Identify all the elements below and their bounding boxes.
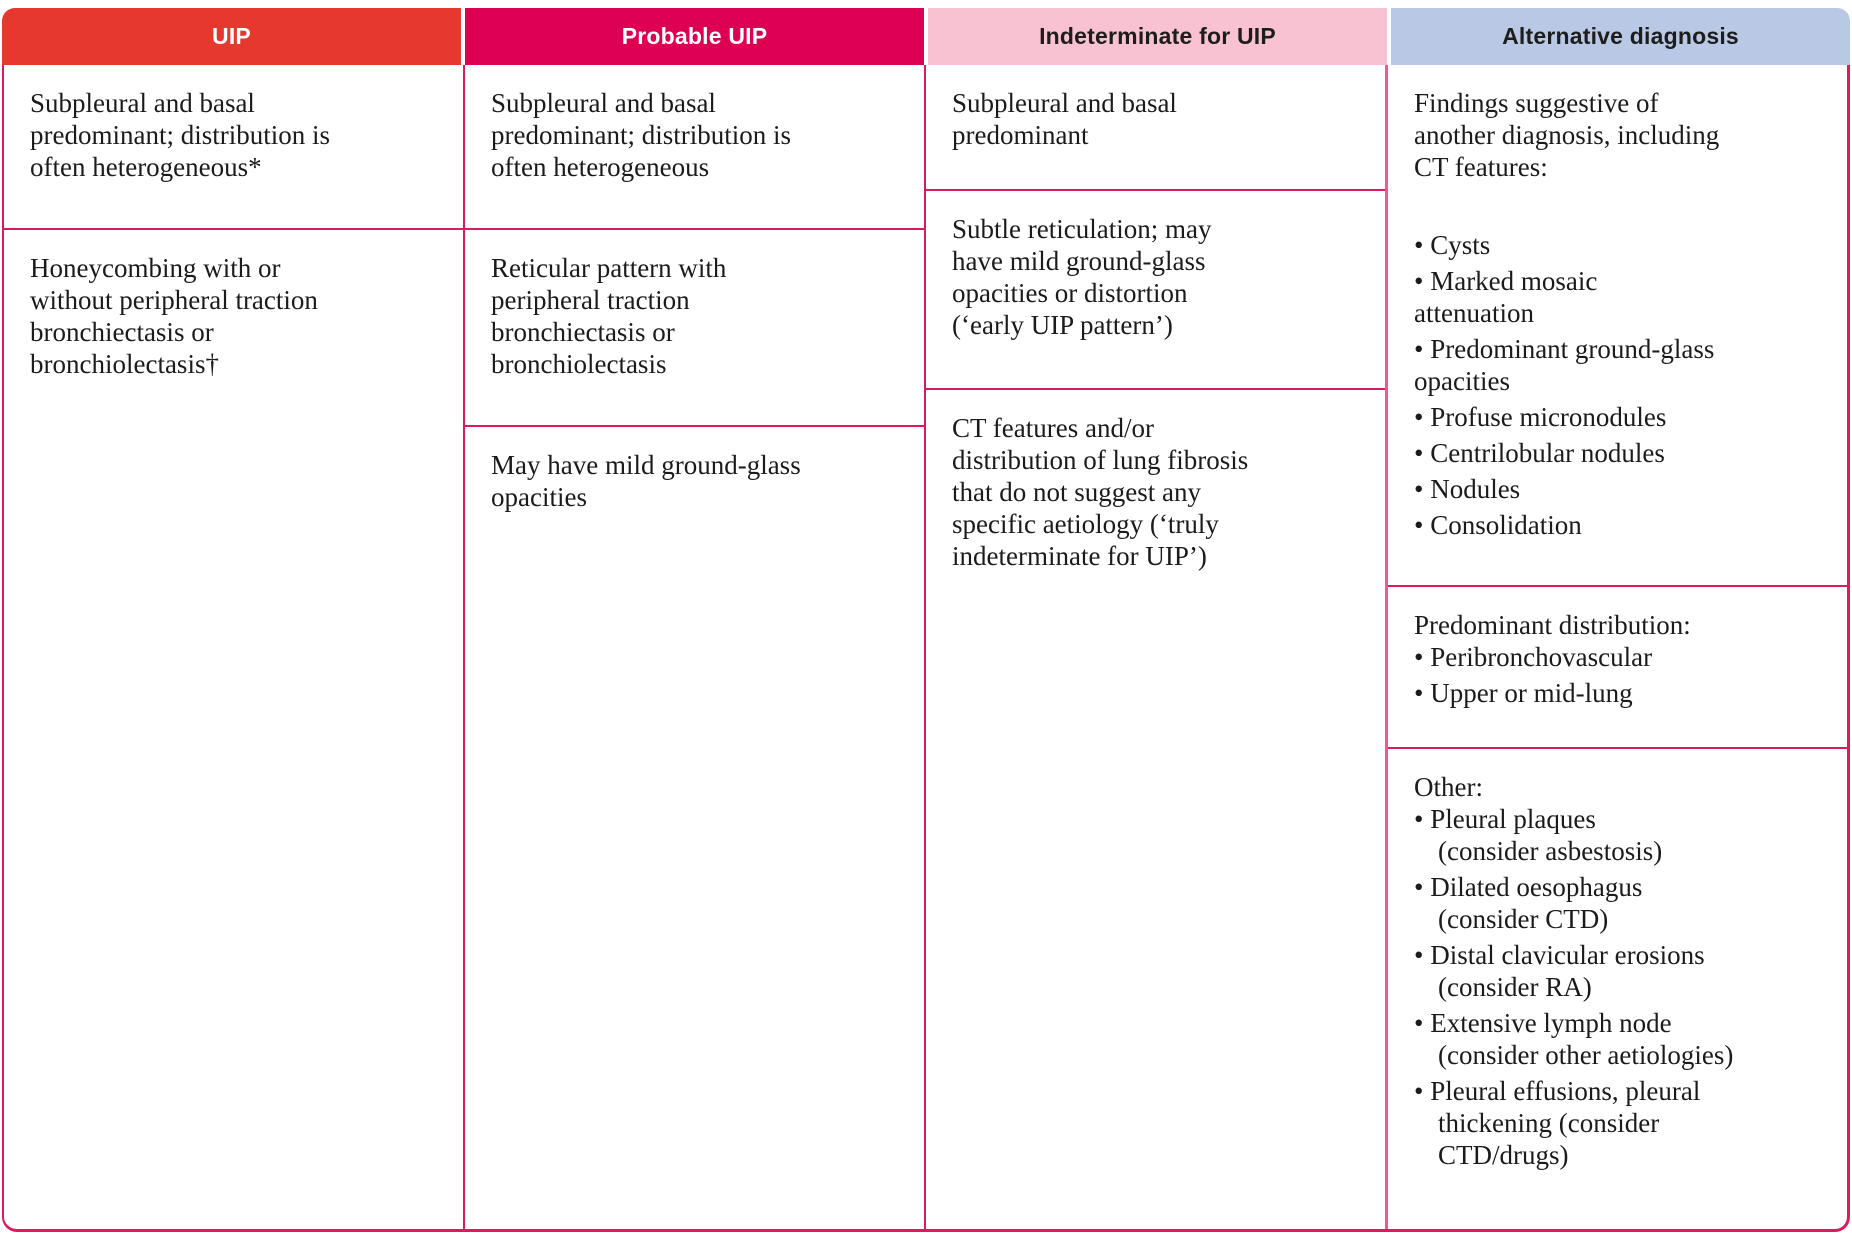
bullet-item: Dilated oesophagus (consider CTD) bbox=[1414, 871, 1831, 935]
table-cell: May have mild ground-glass opacities bbox=[465, 427, 924, 1229]
cell-text: Reticular pattern with peripheral tracti… bbox=[491, 253, 727, 379]
cell-text: Other: bbox=[1414, 772, 1483, 802]
table-cell: Predominant distribution:Peribronchovasc… bbox=[1388, 587, 1847, 749]
table-cell: Subpleural and basal predominant; distri… bbox=[465, 65, 924, 230]
cell-text: Subpleural and basal predominant; distri… bbox=[30, 88, 330, 182]
bullet-list: Peribronchovascular Upper or mid-lung bbox=[1414, 641, 1831, 709]
bullet-list: Pleural plaques (consider asbestosis)Dil… bbox=[1414, 803, 1831, 1171]
column-probable-uip: Subpleural and basal predominant; distri… bbox=[463, 65, 924, 1229]
cell-text: CT features and/or distribution of lung … bbox=[952, 413, 1249, 571]
table-body: Subpleural and basal predominant; distri… bbox=[2, 65, 1850, 1232]
cell-text: Predominant distribution: bbox=[1414, 610, 1691, 640]
bullet-item: Predominant ground-glass opacities bbox=[1414, 333, 1831, 397]
bullet-item: Pleural plaques (consider asbestosis) bbox=[1414, 803, 1831, 867]
bullet-item: Upper or mid-lung bbox=[1414, 677, 1831, 709]
cell-text: Subpleural and basal predominant; distri… bbox=[491, 88, 791, 182]
bullet-item: Peribronchovascular bbox=[1414, 641, 1831, 673]
column-header-uip: UIP bbox=[2, 8, 461, 65]
cell-text: May have mild ground-glass opacities bbox=[491, 450, 801, 512]
column-header-indeterminate-for-uip: Indeterminate for UIP bbox=[928, 8, 1387, 65]
bullet-item: Marked mosaic attenuation bbox=[1414, 265, 1831, 329]
table-cell: CT features and/or distribution of lung … bbox=[926, 390, 1385, 1229]
table-cell: Other:Pleural plaques (consider asbestos… bbox=[1388, 749, 1847, 1229]
bullet-item: Consolidation bbox=[1414, 509, 1831, 541]
cell-text: Findings suggestive of another diagnosis… bbox=[1414, 88, 1720, 182]
bullet-item: Profuse micronodules bbox=[1414, 401, 1831, 433]
bullet-item: Extensive lymph node (consider other aet… bbox=[1414, 1007, 1831, 1071]
bullet-item: Cysts bbox=[1414, 229, 1831, 261]
table-cell: Subpleural and basal predominant bbox=[926, 65, 1385, 191]
table-cell: Honeycombing with or without peripheral … bbox=[4, 230, 463, 1229]
bullet-item: Pleural effusions, pleural thickening (c… bbox=[1414, 1075, 1831, 1171]
table-header-row: UIP Probable UIP Indeterminate for UIP A… bbox=[2, 8, 1850, 65]
bullet-list: Cysts Marked mosaic attenuationPredominan… bbox=[1414, 229, 1831, 541]
column-header-probable-uip: Probable UIP bbox=[465, 8, 924, 65]
table-cell: Subtle reticulation; may have mild groun… bbox=[926, 191, 1385, 390]
table-cell: Reticular pattern with peripheral tracti… bbox=[465, 230, 924, 427]
column-indeterminate-for-uip: Subpleural and basal predominant Subtle r… bbox=[924, 65, 1385, 1229]
bullet-item: Nodules bbox=[1414, 473, 1831, 505]
column-uip: Subpleural and basal predominant; distri… bbox=[4, 65, 463, 1229]
table-cell: Subpleural and basal predominant; distri… bbox=[4, 65, 463, 230]
cell-text: Subpleural and basal predominant bbox=[952, 88, 1177, 150]
cell-text: Subtle reticulation; may have mild groun… bbox=[952, 214, 1212, 340]
table-cell: Findings suggestive of another diagnosis… bbox=[1388, 65, 1847, 587]
column-alternative-diagnosis: Findings suggestive of another diagnosis… bbox=[1385, 65, 1847, 1229]
bullet-item: Centrilobular nodules bbox=[1414, 437, 1831, 469]
bullet-item: Distal clavicular erosions (consider RA) bbox=[1414, 939, 1831, 1003]
column-header-alternative-diagnosis: Alternative diagnosis bbox=[1391, 8, 1850, 65]
cell-text: Honeycombing with or without peripheral … bbox=[30, 253, 318, 379]
diagnostic-criteria-table: UIP Probable UIP Indeterminate for UIP A… bbox=[2, 8, 1850, 1232]
